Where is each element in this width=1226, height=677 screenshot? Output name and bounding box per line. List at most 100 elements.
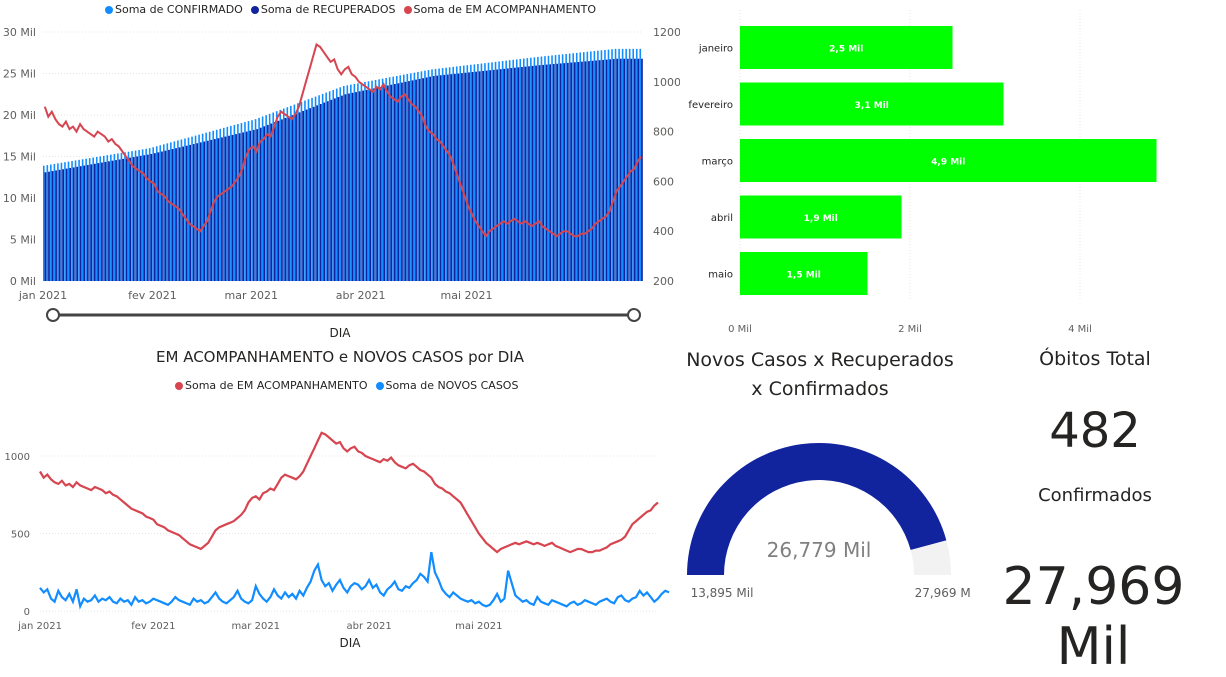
bar-confirmado — [551, 55, 553, 282]
x-tick-label: fev 2021 — [128, 289, 177, 302]
confirmados-value: 27,969 Mil — [1002, 557, 1185, 677]
bar-recuperados — [556, 63, 559, 281]
bar-confirmado — [92, 157, 94, 281]
legend-item-recuperados[interactable]: Soma de RECUPERADOS — [250, 3, 396, 16]
slider-start-handle[interactable] — [46, 308, 60, 322]
bar-recuperados — [76, 166, 79, 281]
bar-recuperados — [355, 92, 357, 281]
monthly-bar-chart[interactable]: 0 Mil 2 Mil 4 Mil janeiro 2,5 Mil fevereiro 3,… — [660, 10, 1220, 340]
bar-2[interactable] — [740, 139, 1157, 182]
legend-label-confirmado: Soma de CONFIRMADO — [115, 3, 243, 16]
bar-confirmado — [53, 163, 56, 281]
bar-recuperados — [637, 58, 640, 281]
legend-item-acompanhamento[interactable]: Soma de EM ACOMPANHAMENTO — [403, 3, 596, 16]
bar-confirmado — [364, 81, 366, 281]
bar-confirmado — [494, 61, 497, 281]
bar-recuperados — [309, 108, 312, 281]
bar-1[interactable] — [740, 82, 1004, 126]
bar-confirmado — [371, 80, 373, 281]
bar-recuperados — [634, 58, 636, 281]
bar-0[interactable] — [740, 26, 953, 69]
bar-recuperados — [263, 126, 266, 281]
bar-recuperados — [175, 148, 177, 281]
bar-recuperados — [485, 70, 488, 281]
bar-4[interactable] — [740, 252, 868, 295]
chart1-xlabel: DIA — [329, 326, 351, 340]
bar-recuperados — [510, 68, 513, 281]
bar-recuperados — [605, 59, 608, 282]
x-tick-label: jan 2021 — [17, 621, 62, 632]
bar-recuperados — [326, 101, 329, 281]
legend-item-acompanhamento-2[interactable]: Soma de EM ACOMPANHAMENTO — [175, 379, 368, 392]
bar-recuperados — [245, 131, 248, 281]
bar-confirmado — [353, 83, 356, 281]
bar-recuperados — [595, 60, 597, 281]
bar-recuperados — [277, 120, 280, 282]
bar-confirmado — [477, 63, 479, 281]
bar-confirmado — [78, 159, 80, 281]
date-range-slider[interactable] — [40, 305, 645, 325]
bar-confirmado — [558, 54, 560, 281]
bar-confirmado — [99, 156, 102, 281]
bar-confirmado — [304, 100, 306, 281]
bar-confirmado — [459, 66, 462, 281]
gauge-track — [910, 540, 951, 575]
bar-confirmado — [159, 145, 162, 281]
bar-recuperados — [623, 58, 626, 281]
bar-recuperados — [439, 75, 442, 282]
bar-confirmado — [155, 146, 158, 281]
bar-recuperados — [259, 127, 262, 281]
bar-confirmado — [290, 105, 292, 282]
line-chart[interactable]: 0 500 1000 jan 2021 fev 2021 mar 2021 abr 2021… — [0, 395, 680, 653]
bar-recuperados — [394, 84, 396, 281]
bar-recuperados — [242, 132, 244, 281]
obitos-value: 482 — [1049, 403, 1141, 459]
bar-recuperados — [51, 171, 54, 281]
legend-item-confirmado[interactable]: Soma de CONFIRMADO — [105, 3, 243, 16]
bar-recuperados — [69, 168, 72, 281]
bar-confirmado — [392, 76, 394, 282]
bar-confirmado — [208, 131, 211, 281]
bar-confirmado — [388, 77, 391, 282]
bar-recuperados — [118, 159, 121, 281]
bar-confirmado — [343, 85, 345, 281]
bar-recuperados — [348, 93, 350, 282]
bar-recuperados — [228, 135, 230, 281]
bar-confirmado — [46, 165, 49, 281]
bar-recuperados — [266, 124, 269, 281]
gauge-chart[interactable]: 26,779 Mil 13,895 Mil 27,969 Mil — [680, 410, 970, 610]
bar-recuperados — [499, 69, 502, 281]
bar-recuperados — [249, 130, 252, 281]
gauge-title: Novos Casos x Recuperados x Confirmados — [680, 346, 960, 404]
bar-confirmado — [350, 84, 352, 281]
bar-recuperados — [305, 109, 308, 281]
bar-recuperados — [298, 112, 301, 281]
bar-recuperados — [185, 145, 188, 281]
bar-recuperados — [581, 61, 583, 282]
bar-confirmado — [515, 59, 518, 281]
bar-recuperados — [129, 157, 132, 281]
bar-confirmado — [339, 87, 342, 281]
y-right-tick-label: 800 — [653, 126, 674, 139]
bar-recuperados — [90, 164, 93, 281]
bar-recuperados — [545, 64, 548, 281]
bar-recuperados — [549, 64, 552, 281]
bar-recuperados — [330, 99, 333, 281]
bar-confirmado — [417, 72, 419, 281]
legend-item-novos-casos[interactable]: Soma de NOVOS CASOS — [375, 379, 518, 392]
y-left-tick-label: 25 Mil — [3, 68, 36, 81]
bar-recuperados — [164, 150, 167, 281]
bar-recuperados — [83, 165, 86, 281]
obitos-title: Óbitos Total — [1039, 348, 1151, 370]
bar-recuperados — [168, 149, 170, 281]
combo-chart[interactable]: 0 Mil 5 Mil 10 Mil 15 Mil 20 Mil 25 Mil 30 Mil… — [0, 20, 680, 350]
bar-recuperados — [369, 89, 372, 281]
bar-recuperados — [55, 170, 57, 281]
bar-confirmado — [604, 49, 606, 281]
slider-end-handle[interactable] — [627, 308, 641, 322]
bar-3[interactable] — [740, 195, 902, 239]
bar-recuperados — [217, 138, 220, 281]
bar-recuperados — [291, 115, 294, 281]
bar-recuperados — [542, 64, 544, 282]
gauge-value-label: 26,779 Mil — [767, 538, 872, 562]
